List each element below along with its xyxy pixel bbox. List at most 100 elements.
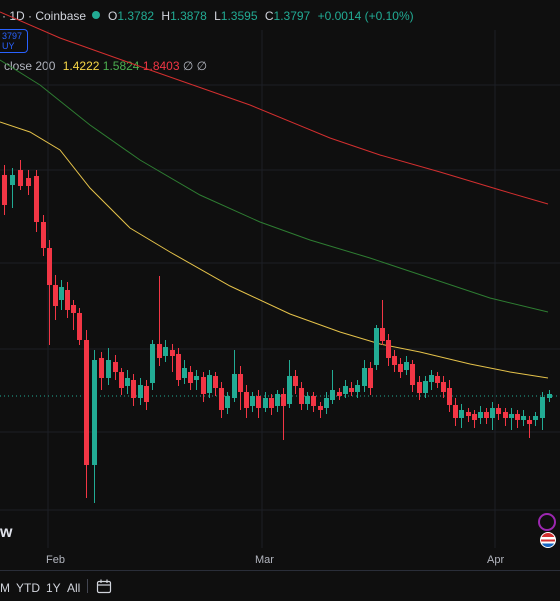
candle-body (410, 364, 415, 385)
ma-200-line (0, 11, 549, 205)
candle-body (368, 368, 373, 388)
candle-body (150, 344, 155, 383)
candle-body (163, 347, 168, 356)
candle-body (232, 374, 237, 398)
candle-body (194, 376, 199, 380)
timeframe-1y[interactable]: 1Y (46, 581, 61, 595)
price-chart[interactable] (0, 0, 560, 548)
candle-body (472, 414, 477, 420)
candle-body (238, 374, 243, 392)
candle-body (398, 364, 403, 372)
candle-body (65, 290, 70, 310)
flag-icon[interactable] (540, 532, 556, 548)
candle-body (509, 414, 514, 418)
candle-body (207, 375, 212, 393)
ohlc-readout: O1.3782 H1.3878 L1.3595 C1.3797 +0.0014 … (108, 9, 414, 23)
x-label-mar: Mar (255, 554, 274, 566)
candle-body (275, 394, 280, 406)
chart-grid (0, 30, 560, 548)
close-value: 1.3797 (273, 9, 311, 23)
candle-body (459, 410, 464, 418)
watermark-logo: w (0, 524, 13, 541)
open-value: 1.3782 (117, 9, 155, 23)
candle-body (324, 398, 329, 408)
candle-body (106, 360, 111, 378)
candle-body (435, 376, 440, 383)
candle-body (349, 388, 354, 392)
candle-body (293, 376, 298, 386)
low-value: 1.3595 (220, 9, 258, 23)
candle-body (269, 398, 274, 408)
symbol-title[interactable]: · 1D · Coinbase (2, 9, 87, 23)
candle-body (34, 176, 39, 222)
timeframe-toolbar: M YTD 1Y All (0, 570, 560, 601)
timeframe-ytd[interactable]: YTD (16, 581, 40, 595)
ma-50-line (0, 121, 549, 379)
candle-body (521, 416, 526, 420)
candle-body (157, 344, 162, 358)
high-value: 1.3878 (170, 9, 207, 23)
calendar-icon[interactable] (96, 578, 112, 594)
candle-body (213, 376, 218, 388)
candle-body (244, 392, 249, 408)
candle-body (503, 412, 508, 418)
candle-body (299, 388, 304, 404)
candle-body (515, 414, 520, 420)
candle-body (170, 350, 175, 356)
ma-100-line (0, 59, 549, 313)
candle-body (131, 380, 136, 398)
candle-body (201, 377, 206, 394)
buy-button[interactable]: 3797 UY (0, 29, 28, 53)
candle-body (380, 328, 385, 341)
buy-label: UY (2, 41, 15, 51)
timeframe-m[interactable]: M (0, 581, 10, 595)
candle-body (343, 386, 348, 394)
candle-body (527, 420, 532, 424)
candle-body (547, 394, 552, 398)
candle-body (362, 368, 367, 386)
candle-body (490, 408, 495, 418)
change-value: +0.0014 (+0.10%) (317, 9, 414, 23)
candle-body (53, 285, 58, 306)
candle-body (417, 382, 422, 393)
candle-body (92, 360, 97, 465)
candle-body (447, 388, 452, 405)
candle-body (113, 362, 118, 372)
candle-body (225, 396, 230, 408)
toolbar-divider (87, 579, 88, 593)
ma-null-2: ∅ (196, 59, 208, 73)
candle-body (256, 396, 261, 408)
x-label-feb: Feb (46, 554, 65, 566)
candle-body (125, 378, 130, 386)
market-status-icon (92, 11, 100, 19)
x-axis: Feb Mar Apr (0, 548, 560, 570)
candle-body (478, 412, 483, 418)
candle-body (263, 398, 268, 408)
theme-icon[interactable] (538, 513, 556, 531)
timeframe-all[interactable]: All (67, 581, 81, 595)
x-label-apr: Apr (487, 554, 505, 566)
candle-body (392, 356, 397, 365)
ma-null-1: ∅ (182, 59, 194, 73)
candle-body (26, 178, 31, 186)
candle-body (281, 394, 286, 406)
candle-body (188, 372, 193, 383)
candle-body (484, 412, 489, 418)
candle-body (466, 412, 471, 416)
candle-body (330, 390, 335, 400)
ma-label: close 200 (4, 59, 56, 73)
candle-body (496, 408, 501, 414)
candle-body (182, 368, 187, 378)
candle-body (386, 340, 391, 358)
candle-body (423, 381, 428, 393)
candle-body (2, 175, 7, 205)
candle-body (84, 340, 89, 465)
candle-body (59, 287, 64, 300)
candle-body (311, 396, 316, 406)
candle-body (305, 396, 310, 404)
candle-body (77, 313, 82, 340)
candle-body (99, 358, 104, 378)
candle-body (71, 305, 76, 313)
candle-body (219, 388, 224, 410)
candle-body (47, 248, 52, 285)
